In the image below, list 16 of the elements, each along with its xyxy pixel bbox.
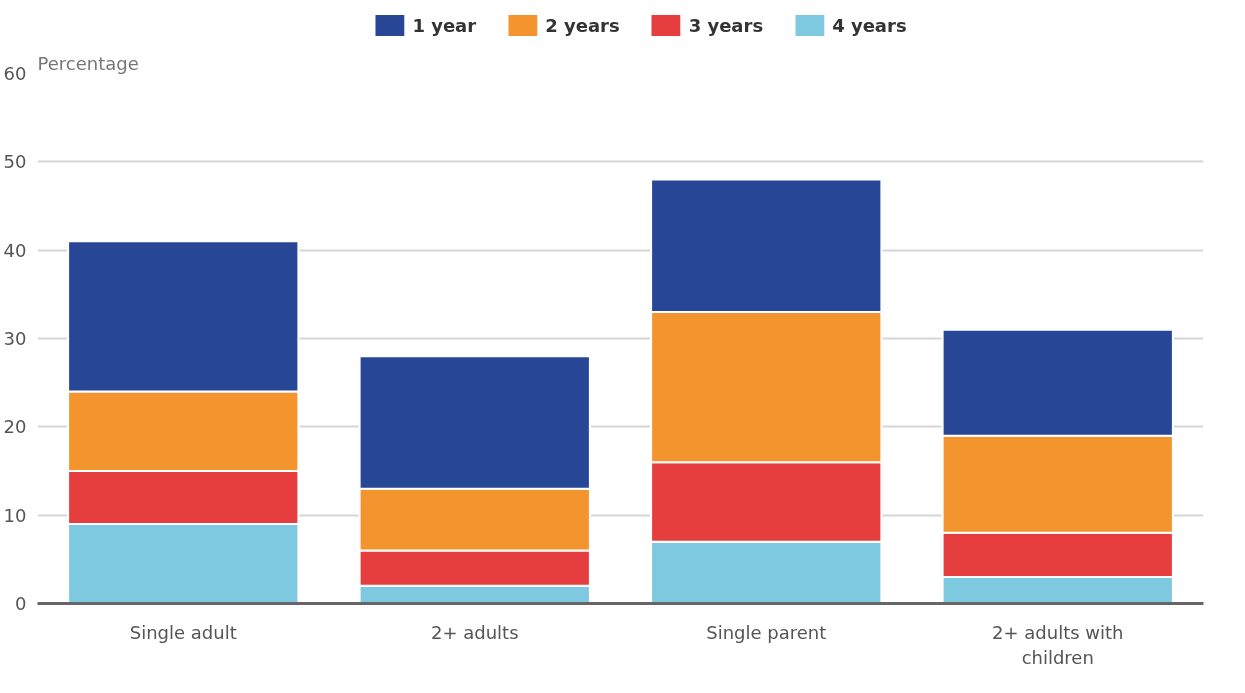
x-tick-label: Single adult [129, 621, 237, 643]
y-tick-label: 20 [3, 416, 27, 438]
legend-label: 4 years [832, 14, 907, 36]
legend-label: 1 year [412, 14, 477, 36]
x-tick-label: 2+ adults [430, 621, 519, 643]
y-tick-label: 40 [3, 239, 27, 261]
y-tick-label: 0 [15, 593, 27, 614]
x-tick-label: 2+ adults with children [992, 621, 1124, 668]
legend-label: 2 years [545, 14, 620, 36]
x-tick-label: Single parent [706, 621, 827, 643]
y-tick-label: 10 [3, 504, 27, 526]
y-tick-label: 30 [3, 328, 27, 349]
y-axis-title: Percentage [37, 52, 139, 74]
legend-label: 3 years [688, 14, 764, 36]
y-tick-label: 50 [3, 151, 27, 173]
y-tick-label: 60 [3, 63, 27, 84]
